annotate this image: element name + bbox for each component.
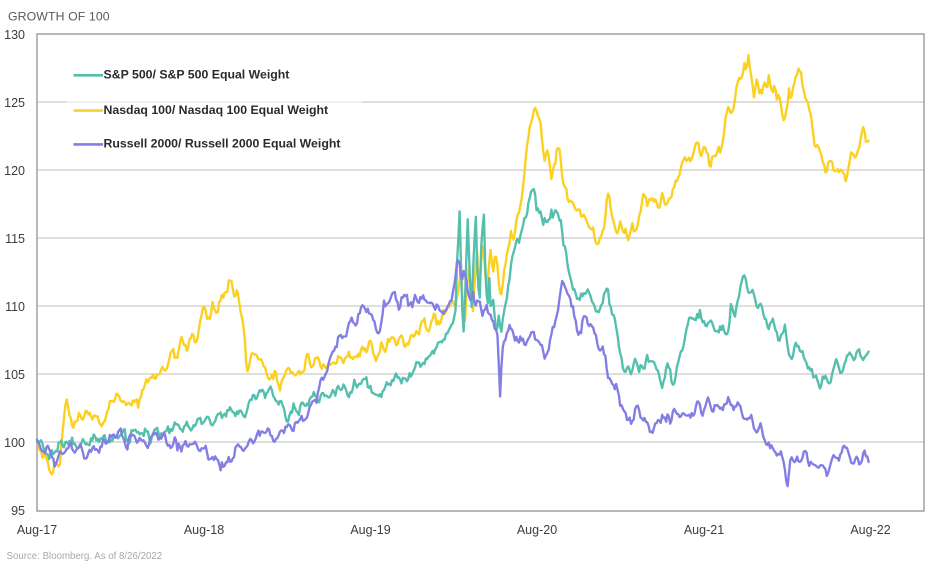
svg-text:Aug-19: Aug-19 xyxy=(350,523,390,537)
svg-text:105: 105 xyxy=(4,368,25,382)
svg-text:115: 115 xyxy=(5,232,25,246)
svg-text:Aug-22: Aug-22 xyxy=(850,523,890,537)
svg-text:100: 100 xyxy=(4,436,25,450)
svg-text:Nasdaq 100/ Nasdaq 100 Equal W: Nasdaq 100/ Nasdaq 100 Equal Weight xyxy=(104,103,329,117)
svg-text:Aug-17: Aug-17 xyxy=(17,523,57,537)
svg-text:Aug-20: Aug-20 xyxy=(517,523,557,537)
svg-text:95: 95 xyxy=(11,504,25,518)
svg-text:125: 125 xyxy=(4,96,25,110)
svg-text:120: 120 xyxy=(4,164,25,178)
svg-text:110: 110 xyxy=(5,300,25,314)
svg-text:Aug-21: Aug-21 xyxy=(684,523,724,537)
svg-text:GROWTH OF 100: GROWTH OF 100 xyxy=(8,10,110,24)
svg-text:130: 130 xyxy=(4,28,25,42)
svg-text:Russell 2000/ Russell 2000 Equ: Russell 2000/ Russell 2000 Equal Weight xyxy=(104,137,341,151)
svg-text:S&P 500/ S&P 500 Equal Weight: S&P 500/ S&P 500 Equal Weight xyxy=(104,67,290,81)
svg-text:Aug-18: Aug-18 xyxy=(184,523,224,537)
svg-text:Source: Bloomberg. As of 8/26/: Source: Bloomberg. As of 8/26/2022 xyxy=(7,551,163,562)
